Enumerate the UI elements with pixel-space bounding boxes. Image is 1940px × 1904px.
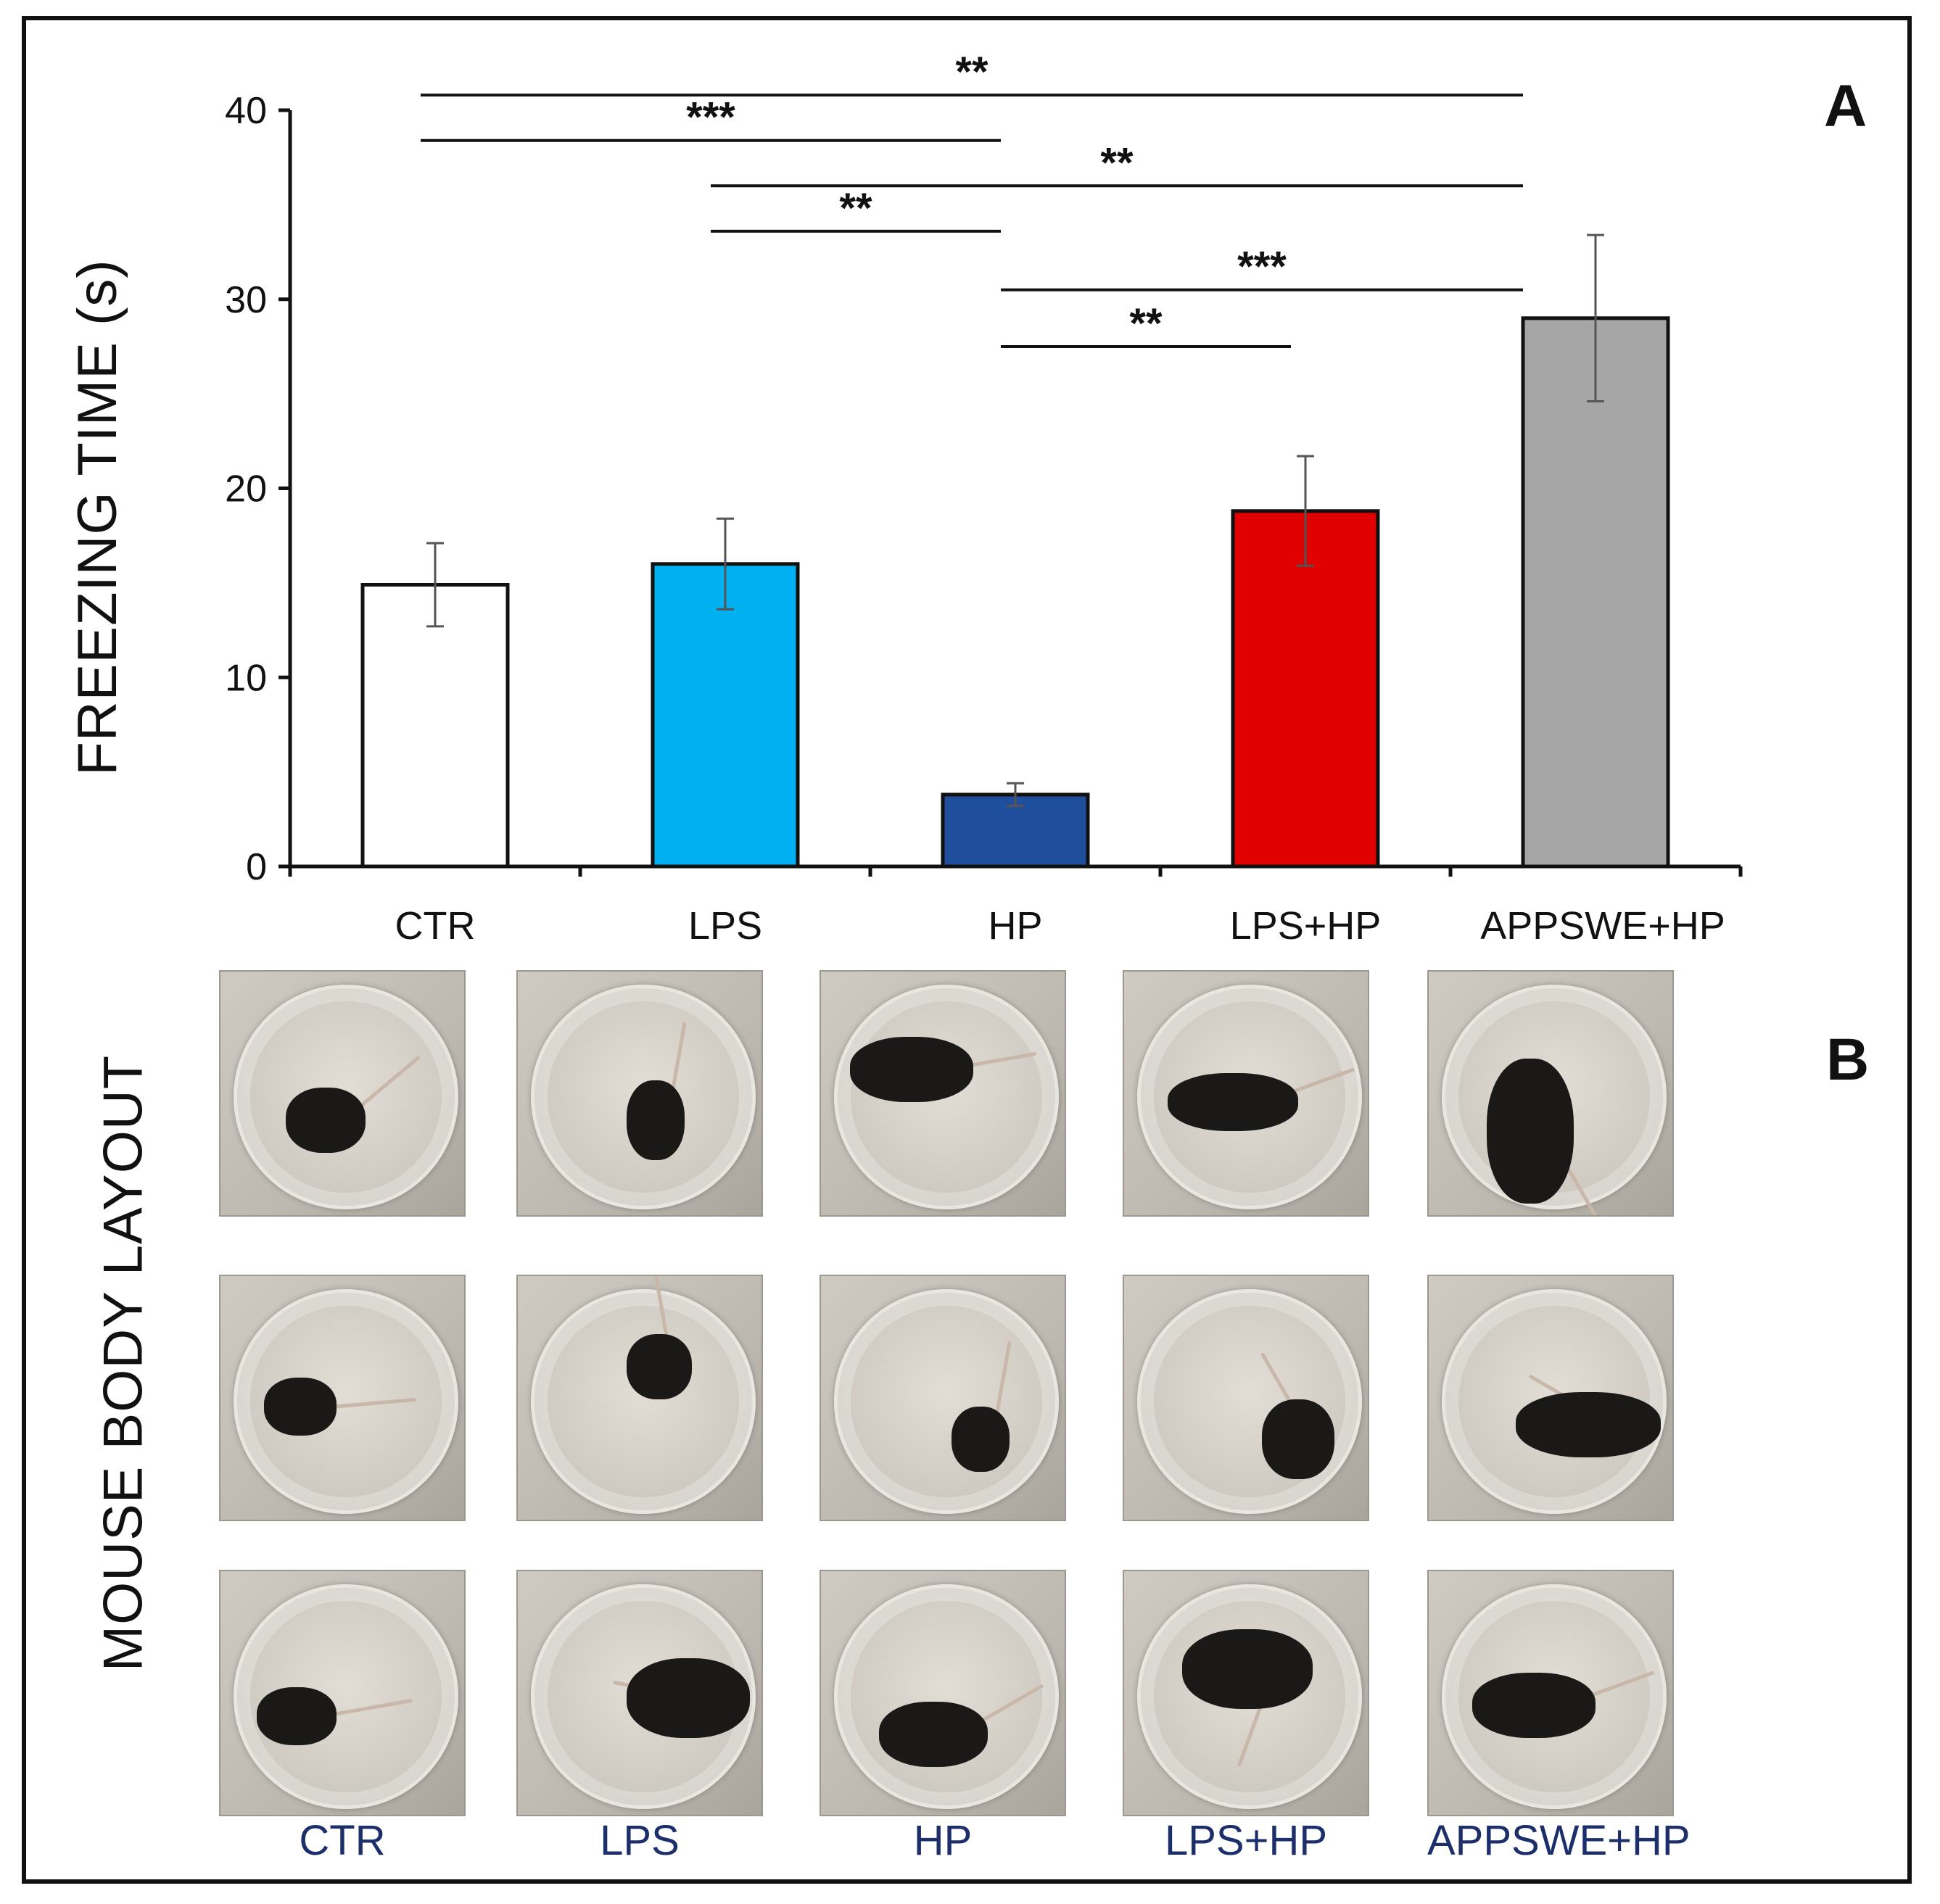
mouse-photo-lps bbox=[516, 1570, 763, 1816]
panel-label-a: A bbox=[1824, 73, 1867, 139]
x-tick-label: CTR bbox=[395, 904, 476, 948]
bar-ctr bbox=[360, 582, 510, 869]
mouse-body bbox=[627, 1334, 692, 1399]
significance-label: ** bbox=[955, 49, 988, 96]
panel-label-b: B bbox=[1826, 1027, 1870, 1093]
mouse-photo-appswe-hp bbox=[1427, 1570, 1674, 1816]
mouse-photo-lps bbox=[516, 1275, 763, 1521]
mouse-body bbox=[952, 1407, 1010, 1472]
photo-column-label: CTR bbox=[299, 1817, 386, 1864]
mouse-photo-lps-hp bbox=[1123, 1570, 1369, 1816]
petri-dish bbox=[834, 1289, 1059, 1514]
x-tick-label: APPSWE+HP bbox=[1480, 904, 1725, 948]
mouse-body bbox=[264, 1378, 337, 1436]
photo-column-label: HP bbox=[913, 1817, 973, 1864]
x-tick-label: LPS+HP bbox=[1230, 904, 1382, 948]
mouse-body bbox=[1516, 1392, 1661, 1457]
mouse-body bbox=[879, 1702, 988, 1767]
mouse-body bbox=[1182, 1629, 1313, 1709]
bar-lps-hp bbox=[1231, 509, 1380, 869]
mouse-body bbox=[1262, 1399, 1334, 1479]
mouse-body bbox=[627, 1658, 750, 1738]
panel-b-ylabel: MOUSE BODY LAYOUT bbox=[92, 1054, 154, 1672]
mouse-body bbox=[1168, 1073, 1298, 1131]
petri-dish bbox=[834, 1584, 1059, 1809]
petri-dish bbox=[1137, 1289, 1362, 1514]
mouse-photo-appswe-hp bbox=[1427, 1275, 1674, 1521]
significance-label: ** bbox=[1129, 300, 1163, 347]
mouse-photo-lps-hp bbox=[1123, 970, 1369, 1217]
y-tick-label: 40 bbox=[225, 90, 267, 132]
significance-label: *** bbox=[1237, 244, 1287, 291]
photo-column-label: LPS+HP bbox=[1164, 1817, 1328, 1864]
mouse-photo-hp bbox=[820, 1570, 1066, 1816]
significance-label: ** bbox=[1100, 139, 1134, 186]
y-tick-label: 10 bbox=[225, 657, 267, 699]
mouse-body bbox=[1472, 1673, 1596, 1738]
mouse-body bbox=[627, 1080, 685, 1160]
photo-column-label: APPSWE+HP bbox=[1427, 1817, 1691, 1864]
mouse-photo-lps bbox=[516, 970, 763, 1217]
mouse-photo-hp bbox=[820, 1275, 1066, 1521]
y-axis-label: FREEZING TIME (s) bbox=[67, 259, 128, 775]
mouse-body bbox=[257, 1687, 337, 1745]
y-tick-label: 30 bbox=[225, 279, 267, 321]
y-tick-label: 0 bbox=[246, 846, 267, 888]
mouse-photo-ctr bbox=[219, 970, 466, 1217]
mouse-photo-ctr bbox=[219, 1570, 466, 1816]
mouse-photo-appswe-hp bbox=[1427, 970, 1674, 1217]
mouse-photo-hp bbox=[820, 970, 1066, 1217]
y-tick-label: 20 bbox=[225, 468, 267, 510]
mouse-body bbox=[850, 1037, 973, 1102]
figure-frame bbox=[22, 16, 1912, 1884]
mouse-photo-ctr bbox=[219, 1275, 466, 1521]
x-tick-label: LPS bbox=[688, 904, 762, 948]
photo-column-label: LPS bbox=[600, 1817, 680, 1864]
petri-dish bbox=[531, 1289, 756, 1514]
significance-label: ** bbox=[839, 185, 872, 232]
mouse-body bbox=[1487, 1059, 1574, 1204]
x-tick-label: HP bbox=[988, 904, 1042, 948]
significance-label: *** bbox=[686, 94, 735, 141]
bar-lps bbox=[651, 562, 800, 869]
bar-appswe-hp bbox=[1521, 316, 1670, 869]
mouse-body bbox=[286, 1088, 366, 1153]
mouse-photo-lps-hp bbox=[1123, 1275, 1369, 1521]
